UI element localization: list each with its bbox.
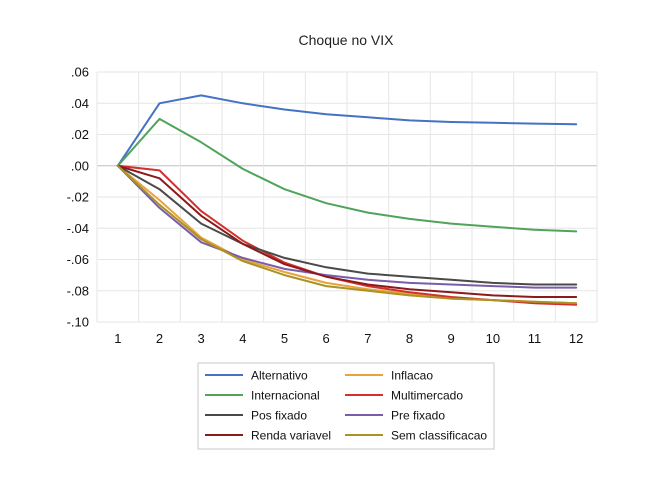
y-tick-label: -.10 — [67, 315, 89, 330]
gridlines — [96, 71, 598, 323]
legend-label: Sem classificacao — [391, 429, 487, 443]
legend-label: Inflacao — [391, 369, 433, 383]
y-tick-label: -.04 — [67, 221, 89, 236]
y-tick-label: .02 — [71, 127, 89, 142]
x-tick-label: 2 — [156, 331, 163, 346]
series-line — [116, 164, 578, 289]
y-tick-label: .06 — [71, 65, 89, 80]
series-line — [116, 94, 578, 167]
series-line — [116, 164, 578, 286]
x-tick-label: 3 — [198, 331, 205, 346]
y-tick-label: .04 — [71, 96, 89, 111]
chart-title: Choque no VIX — [299, 32, 395, 48]
legend-label: Pos fixado — [251, 409, 307, 423]
x-tick-label: 8 — [406, 331, 413, 346]
legend-label: Internacional — [251, 389, 320, 403]
x-tick-label: 4 — [239, 331, 246, 346]
x-tick-label: 1 — [114, 331, 121, 346]
y-tick-label: .00 — [71, 158, 89, 173]
legend-label: Multimercado — [391, 389, 463, 403]
series-lines — [116, 94, 578, 306]
series-line — [116, 164, 578, 298]
x-tick-label: 5 — [281, 331, 288, 346]
legend-label: Pre fixado — [391, 409, 445, 423]
x-axis-ticks: 1 2 3 4 5 6 7 8 9 10 11 12 — [114, 331, 583, 346]
x-tick-label: 10 — [486, 331, 500, 346]
legend-label: Alternativo — [251, 369, 308, 383]
x-tick-label: 12 — [569, 331, 583, 346]
legend-label: Renda variavel — [251, 429, 331, 443]
y-axis-ticks: .06 .04 .02 .00 -.02 -.04 -.06 -.08 -.10 — [67, 65, 89, 330]
y-tick-label: -.08 — [67, 283, 89, 298]
series-line — [116, 117, 578, 233]
series-line — [116, 164, 578, 305]
x-tick-label: 6 — [323, 331, 330, 346]
x-tick-label: 9 — [448, 331, 455, 346]
legend: Alternativo Inflacao Internacional Multimer… — [197, 362, 495, 450]
x-tick-label: 11 — [528, 331, 542, 346]
x-tick-label: 7 — [364, 331, 371, 346]
y-tick-label: -.06 — [67, 252, 89, 267]
y-tick-label: -.02 — [67, 190, 89, 205]
